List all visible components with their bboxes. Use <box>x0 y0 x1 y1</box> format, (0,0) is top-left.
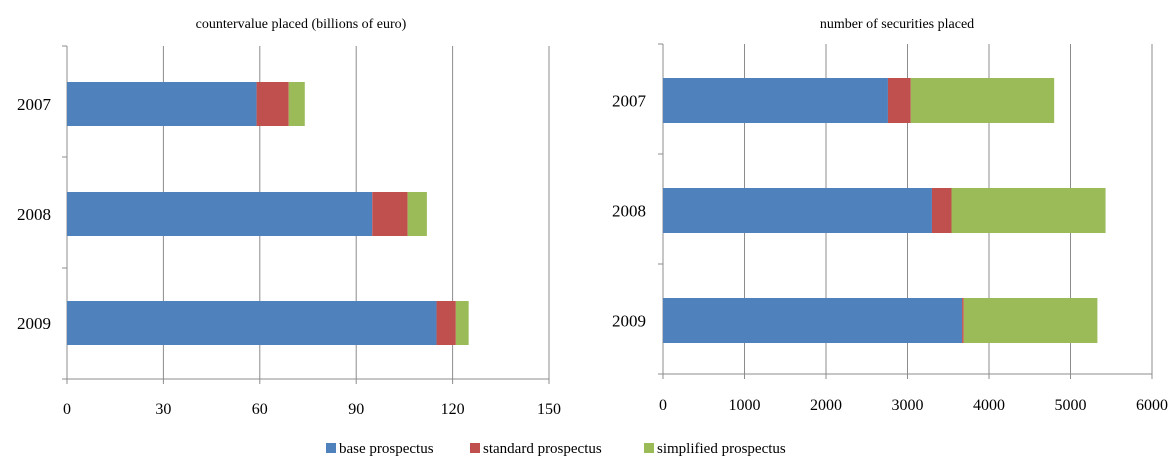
bar-securities-2008-base <box>663 188 932 233</box>
legend-swatch-standard <box>470 443 480 453</box>
legend-swatch-simplified <box>644 443 654 453</box>
category-label-countervalue-2009: 2009 <box>17 314 51 333</box>
bar-countervalue-2009-simplified <box>455 301 469 345</box>
bar-countervalue-2009-base <box>67 301 437 345</box>
x-tick-label-securities-2000: 2000 <box>810 397 842 414</box>
category-label-securities-2009: 2009 <box>612 312 646 331</box>
legend: base prospectus standard prospectus simpli… <box>326 441 786 457</box>
bar-securities-2007-base <box>663 78 888 123</box>
chart-securities-number: number of securities placed 0 1000 2000 300… <box>612 17 1168 414</box>
x-tick-label-securities-6000: 6000 <box>1136 397 1168 414</box>
x-tick-label-countervalue-150: 150 <box>537 401 561 418</box>
x-tick-label-countervalue-30: 30 <box>155 401 171 418</box>
bar-securities-2008-simplified <box>951 188 1106 233</box>
bar-securities-2009-base <box>663 298 963 343</box>
legend-swatch-base <box>326 443 336 453</box>
bar-securities-2008-standard <box>931 188 952 233</box>
category-label-countervalue-2007: 2007 <box>17 95 52 114</box>
bar-countervalue-2008-base <box>67 192 373 236</box>
x-tick-label-countervalue-60: 60 <box>252 401 268 418</box>
bar-countervalue-2009-standard <box>436 301 456 345</box>
bar-countervalue-2007-standard <box>256 82 289 126</box>
chart-countervalue: countervalue placed (billions of euro) 0… <box>17 17 561 418</box>
chart-title-countervalue: countervalue placed (billions of euro) <box>196 17 407 32</box>
legend-label-standard: standard prospectus <box>483 441 602 457</box>
x-tick-label-countervalue-120: 120 <box>441 401 465 418</box>
bar-securities-2007-standard <box>887 78 911 123</box>
bar-countervalue-2007-simplified <box>288 82 305 126</box>
bar-countervalue-2008-standard <box>372 192 408 236</box>
bar-securities-2009-standard <box>962 298 964 343</box>
legend-label-simplified: simplified prospectus <box>657 441 786 457</box>
x-tick-label-securities-4000: 4000 <box>973 397 1005 414</box>
x-tick-label-countervalue-90: 90 <box>348 401 364 418</box>
x-tick-label-securities-0: 0 <box>659 397 667 414</box>
category-label-countervalue-2008: 2008 <box>17 205 51 224</box>
category-label-securities-2007: 2007 <box>612 92 647 111</box>
bar-securities-2007-simplified <box>910 78 1055 123</box>
x-tick-label-securities-3000: 3000 <box>892 397 924 414</box>
bar-countervalue-2007-base <box>67 82 257 126</box>
chart-title-securities: number of securities placed <box>820 17 974 32</box>
legend-label-base: base prospectus <box>339 441 434 457</box>
bar-countervalue-2008-simplified <box>407 192 427 236</box>
category-label-securities-2008: 2008 <box>612 202 646 221</box>
x-tick-label-securities-5000: 5000 <box>1055 397 1087 414</box>
x-tick-label-securities-1000: 1000 <box>729 397 761 414</box>
x-tick-label-countervalue-0: 0 <box>63 401 71 418</box>
bar-securities-2009-simplified <box>963 298 1098 343</box>
